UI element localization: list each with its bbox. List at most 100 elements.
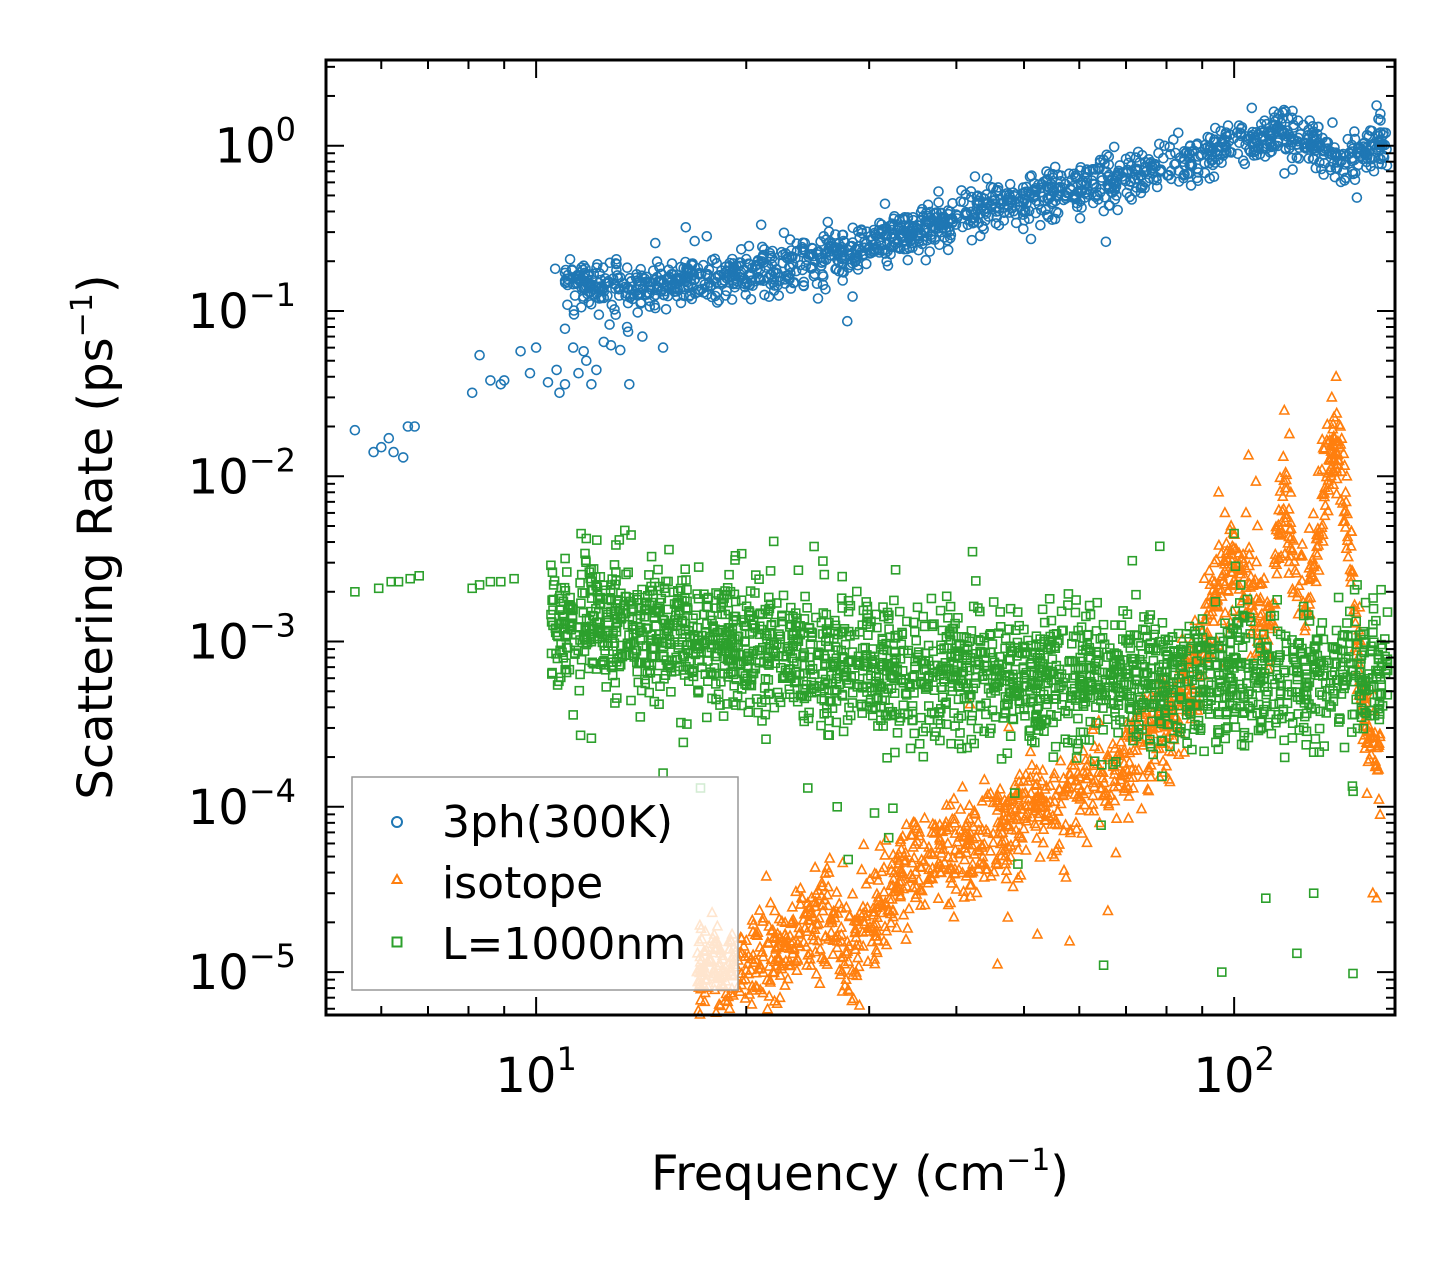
data-point xyxy=(915,214,927,226)
data-point xyxy=(1303,561,1315,573)
data-point xyxy=(1249,673,1260,683)
data-point xyxy=(1365,748,1378,760)
data-point xyxy=(578,260,590,272)
data-point xyxy=(1074,212,1086,224)
data-point xyxy=(764,643,775,654)
data-point xyxy=(1157,771,1167,782)
data-point xyxy=(940,798,953,810)
data-point xyxy=(994,652,1005,662)
data-point xyxy=(921,227,933,239)
data-point xyxy=(1130,743,1143,755)
data-point xyxy=(1259,151,1271,162)
data-point xyxy=(1330,487,1343,499)
data-point xyxy=(822,932,835,944)
data-point xyxy=(806,687,817,698)
data-point xyxy=(716,676,726,687)
data-point xyxy=(838,957,851,969)
data-point xyxy=(1258,571,1270,583)
data-point xyxy=(711,257,723,269)
data-point xyxy=(770,617,780,628)
data-point xyxy=(1128,724,1139,735)
data-point xyxy=(1031,711,1041,722)
data-point xyxy=(1315,706,1326,717)
data-point xyxy=(1048,850,1061,862)
data-point xyxy=(644,301,656,312)
data-point xyxy=(1080,179,1091,191)
data-point xyxy=(547,667,557,678)
data-point xyxy=(831,717,842,728)
data-point xyxy=(693,286,704,298)
data-point xyxy=(670,274,681,286)
data-point xyxy=(905,828,917,840)
data-point xyxy=(1316,518,1329,530)
data-point xyxy=(1304,591,1317,603)
data-point xyxy=(769,702,780,713)
data-point xyxy=(1036,182,1047,194)
data-point xyxy=(1101,166,1112,177)
data-point xyxy=(626,695,636,706)
data-point xyxy=(996,825,1009,838)
data-point xyxy=(905,868,917,880)
data-point xyxy=(1345,606,1355,617)
data-point xyxy=(1029,817,1041,829)
data-point xyxy=(605,594,616,604)
data-point xyxy=(560,585,571,596)
data-point xyxy=(1355,142,1366,154)
data-point xyxy=(692,589,702,599)
data-point xyxy=(994,665,1005,676)
data-point xyxy=(1112,204,1123,216)
data-point xyxy=(811,278,823,290)
data-point xyxy=(735,966,748,979)
data-point xyxy=(1046,615,1057,626)
data-point xyxy=(1135,695,1146,705)
data-point xyxy=(1024,731,1034,741)
data-point xyxy=(592,594,603,604)
data-point xyxy=(1289,563,1301,575)
data-point xyxy=(1056,606,1067,617)
data-point xyxy=(987,705,998,716)
data-point xyxy=(1340,469,1353,481)
data-point xyxy=(892,847,905,859)
data-point xyxy=(950,672,961,683)
data-point xyxy=(547,595,557,606)
data-point xyxy=(1333,454,1345,466)
data-point xyxy=(918,751,929,762)
data-point xyxy=(1356,650,1367,660)
data-point xyxy=(1243,577,1256,589)
data-point xyxy=(1318,169,1329,180)
data-point xyxy=(588,564,599,574)
data-point xyxy=(661,576,671,587)
data-point xyxy=(1157,666,1167,677)
data-point xyxy=(1129,174,1141,185)
data-point xyxy=(1005,838,1017,850)
data-point xyxy=(1261,689,1271,700)
data-point xyxy=(995,844,1008,856)
data-point xyxy=(882,260,894,271)
data-point xyxy=(756,914,769,926)
data-point xyxy=(1213,145,1225,156)
data-point xyxy=(935,866,948,878)
data-point xyxy=(1102,904,1114,916)
data-point xyxy=(1078,727,1089,738)
data-point xyxy=(887,872,900,884)
data-point xyxy=(737,939,750,951)
data-point xyxy=(1345,524,1358,536)
data-point xyxy=(1013,788,1025,800)
data-point xyxy=(1025,786,1037,798)
data-point xyxy=(1025,188,1036,199)
data-point xyxy=(1135,170,1146,182)
data-point xyxy=(903,902,915,914)
data-point xyxy=(1157,735,1167,746)
data-point xyxy=(797,264,808,276)
data-point xyxy=(951,213,963,224)
data-point xyxy=(1073,738,1083,749)
data-point xyxy=(793,921,805,933)
data-point xyxy=(1115,735,1127,747)
data-point xyxy=(1359,741,1371,753)
data-point xyxy=(697,662,707,673)
data-point xyxy=(747,620,758,631)
data-point xyxy=(1261,595,1274,607)
data-point xyxy=(946,738,956,749)
data-point xyxy=(793,565,804,576)
data-point xyxy=(1311,548,1324,560)
